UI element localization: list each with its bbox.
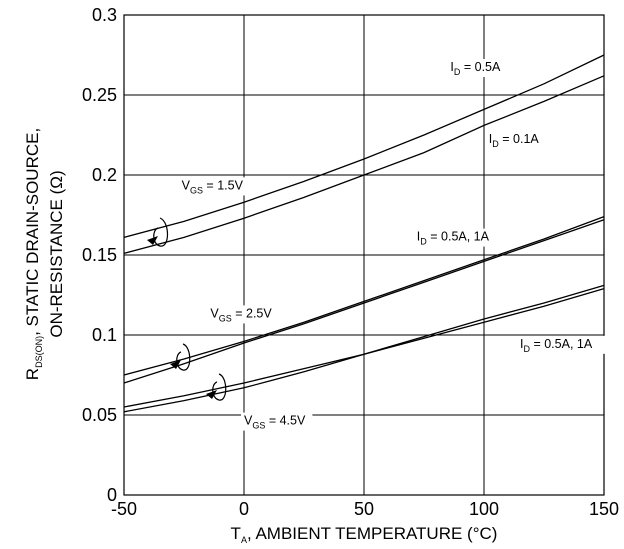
annotation-bg [447, 59, 514, 77]
y-tick-label: 0.05 [82, 405, 117, 425]
loop-marker-vgs-1-5v [153, 217, 169, 247]
annotation-label: ID = 0.5A, 1A [417, 230, 490, 247]
y-tick-label: 0.3 [92, 5, 117, 25]
y-axis-label-line2: ON-RESISTANCE (Ω) [47, 170, 66, 337]
loop-marker-vgs-4-5v [212, 373, 227, 401]
annotation-bg [178, 177, 250, 196]
annotation-label: ID = 0.5A [450, 60, 501, 77]
annotation-bg [241, 412, 313, 431]
y-axis-label-line1: RDS(ON), STATIC DRAIN-SOURCE, [23, 128, 44, 380]
series-line-4 [123, 219, 605, 384]
x-tick-label: 100 [469, 499, 499, 519]
annotation-label: VGS = 4.5V [244, 414, 306, 431]
annotation-bg [207, 305, 279, 324]
x-axis-label: TA, AMBIENT TEMPERATURE (°C) [231, 524, 498, 545]
y-tick-label: 0.25 [82, 85, 117, 105]
y-tick-label: 0.1 [92, 325, 117, 345]
annotation-label: VGS = 2.5V [210, 306, 272, 323]
series-line-1 [123, 54, 605, 239]
x-tick-label: 0 [239, 499, 249, 519]
series-group [123, 54, 605, 413]
series-line-2 [123, 75, 605, 255]
annotation-bg [485, 131, 552, 149]
series-line-6 [123, 287, 605, 413]
x-tick-label: -50 [111, 499, 137, 519]
x-tick-label: 150 [589, 499, 619, 519]
annotation-label: ID = 0.5A, 1A [520, 337, 593, 354]
loop-markers [147, 217, 227, 401]
y-tick-label: 0.2 [92, 165, 117, 185]
loop-arrow-vgs-1-5v [147, 236, 158, 245]
loop-arrow-vgs-2-5v [170, 360, 181, 369]
annotation-label: VGS = 1.5V [182, 178, 244, 195]
annotation-bg [517, 335, 612, 354]
loop-marker-vgs-2-5v [176, 343, 191, 371]
grid [123, 14, 605, 496]
x-tick-label: 50 [354, 499, 374, 519]
series-line-3 [123, 215, 605, 376]
annotation-label: ID = 0.1A [489, 132, 540, 149]
annotations: ID = 0.5A ID = 0.1A VGS = 1.5V ID = 0.5A, 1… [178, 59, 612, 431]
plot-frame [123, 14, 605, 496]
loop-arrow-vgs-4-5v [206, 390, 217, 399]
y-tick-label: 0.15 [82, 245, 117, 265]
y-tick-label: 0 [107, 485, 117, 505]
annotation-bg [413, 228, 509, 247]
